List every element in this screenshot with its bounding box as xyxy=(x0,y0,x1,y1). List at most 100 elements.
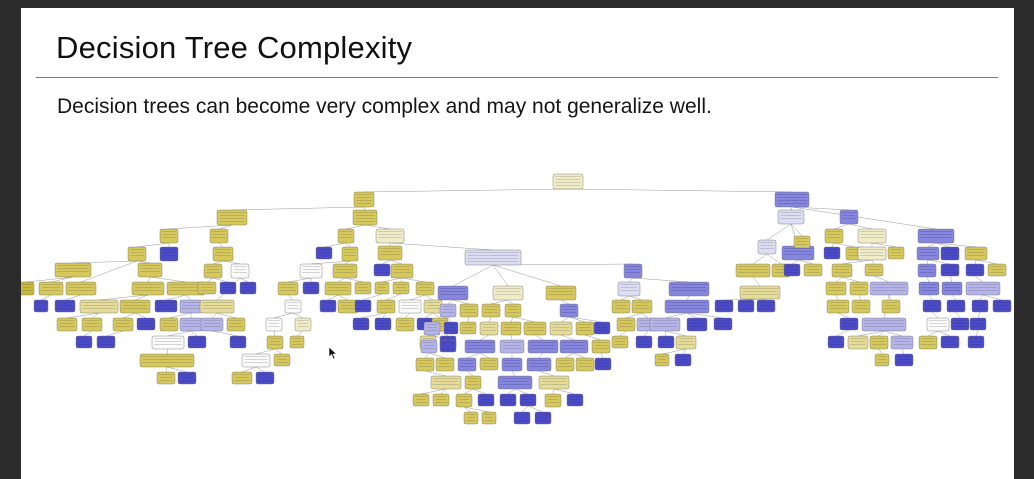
tree-edge xyxy=(837,312,850,319)
tree-edge xyxy=(686,295,690,301)
tree-edge xyxy=(841,259,873,265)
tree-node xyxy=(423,299,443,314)
tree-edge xyxy=(206,277,214,283)
tree-node xyxy=(392,281,410,295)
tree-node xyxy=(674,353,692,367)
tree-node xyxy=(226,317,246,332)
tree-node xyxy=(54,299,76,313)
tree-edge xyxy=(424,352,430,359)
tree-edge xyxy=(83,330,93,337)
tree-edge xyxy=(790,206,793,211)
tree-node xyxy=(415,281,435,296)
tree-node xyxy=(777,209,805,225)
tree-node xyxy=(481,411,497,425)
tree-node xyxy=(593,321,611,335)
tree-node xyxy=(54,262,92,278)
tree-edge xyxy=(428,352,446,359)
tree-node xyxy=(395,317,415,332)
tree-edge xyxy=(507,388,516,395)
tree-edge xyxy=(857,330,885,337)
tree-node xyxy=(212,246,234,262)
tree-edge xyxy=(841,276,860,283)
tree-node xyxy=(374,281,390,295)
tree-node xyxy=(241,353,271,368)
tree-edge xyxy=(664,312,688,319)
tree-node xyxy=(177,371,197,385)
tree-node xyxy=(56,317,78,332)
tree-node xyxy=(793,235,811,249)
tree-edge xyxy=(752,276,761,287)
tree-edge xyxy=(91,312,100,319)
tree-node xyxy=(686,317,708,332)
tree-edge xyxy=(871,242,897,248)
tree-edge xyxy=(871,259,875,265)
tree-node xyxy=(203,263,223,279)
tree-node xyxy=(831,263,853,278)
tree-node xyxy=(940,246,960,261)
tree-edge xyxy=(218,224,233,230)
tree-node xyxy=(519,393,537,407)
tree-node xyxy=(874,353,890,367)
tree-edge xyxy=(620,295,630,301)
tree-edge xyxy=(66,312,100,319)
tree-edge xyxy=(766,253,782,265)
tree-node xyxy=(38,281,64,296)
tree-node xyxy=(136,317,156,331)
tree-node xyxy=(864,263,884,277)
tree-edge xyxy=(165,366,168,373)
tree-node xyxy=(857,228,887,244)
tree-edge xyxy=(752,253,768,265)
tree-node xyxy=(497,375,533,390)
tree-node xyxy=(420,339,438,354)
tree-edge xyxy=(791,206,937,230)
tree-edge xyxy=(327,294,339,301)
tree-node xyxy=(657,335,675,349)
tree-edge xyxy=(538,370,555,377)
tree-edge xyxy=(363,206,366,211)
tree-node xyxy=(756,299,776,313)
tree-edge xyxy=(766,223,792,241)
tree-node xyxy=(65,281,97,296)
tree-edge xyxy=(26,276,74,283)
tree-edge xyxy=(955,311,961,319)
tree-edge xyxy=(949,275,953,283)
tree-edge xyxy=(567,188,793,193)
tree-node xyxy=(826,299,850,314)
tree-node xyxy=(549,321,573,336)
tree-edge xyxy=(404,312,411,319)
tree-node xyxy=(439,339,457,353)
tree-edge xyxy=(848,223,873,230)
tree-node xyxy=(455,393,473,408)
tree-edge xyxy=(212,260,224,265)
tree-node xyxy=(179,299,203,314)
tree-edge xyxy=(337,277,346,283)
tree-node xyxy=(437,285,469,301)
tree-node xyxy=(664,299,710,314)
tree-edge xyxy=(440,388,447,395)
tree-edge xyxy=(364,224,391,230)
tree-edge xyxy=(345,224,366,230)
tree-node xyxy=(894,353,914,367)
tree-edge xyxy=(466,370,474,377)
tree-edge xyxy=(273,330,276,337)
tree-node xyxy=(373,263,391,277)
tree-edge xyxy=(979,294,984,301)
tree-node xyxy=(319,299,337,313)
tree-edge xyxy=(619,330,627,337)
tree-node xyxy=(230,263,250,279)
tree-node xyxy=(552,173,584,190)
tree-node xyxy=(464,375,482,390)
tree-edge xyxy=(222,260,241,265)
tree-edge xyxy=(641,312,649,319)
tree-node xyxy=(714,299,734,313)
tree-edge xyxy=(901,348,905,355)
tree-node xyxy=(492,285,524,301)
tree-node xyxy=(735,263,771,278)
tree-node xyxy=(289,335,305,349)
tree-edge xyxy=(488,316,492,323)
tree-edge xyxy=(292,312,304,319)
tree-node xyxy=(151,335,185,350)
tree-node xyxy=(857,246,887,261)
tree-node xyxy=(464,249,522,266)
tree-edge xyxy=(166,366,188,373)
